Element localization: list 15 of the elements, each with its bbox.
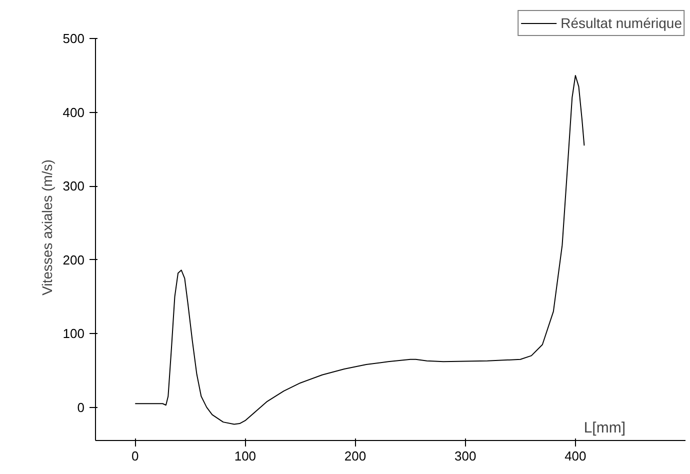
y-tick-label: 0 <box>77 400 85 415</box>
x-tick-label: 200 <box>344 448 366 464</box>
y-axis-title: Vitesses axiales (m/s) <box>38 159 55 296</box>
y-tick-label: 500 <box>62 31 85 46</box>
x-axis-title: L[mm] <box>584 420 626 436</box>
x-tick-label: 300 <box>454 448 476 464</box>
x-tick-label: 0 <box>132 448 139 464</box>
line-series <box>134 75 585 425</box>
y-tick-label: 200 <box>62 252 85 268</box>
y-tick-label: 100 <box>62 326 85 342</box>
y-tick-label: 400 <box>62 104 85 120</box>
x-tick-label: 400 <box>564 448 586 464</box>
x-tick-label: 100 <box>234 448 256 464</box>
legend-label: Résultat numérique <box>560 15 682 31</box>
y-tick-label: 300 <box>62 178 85 194</box>
